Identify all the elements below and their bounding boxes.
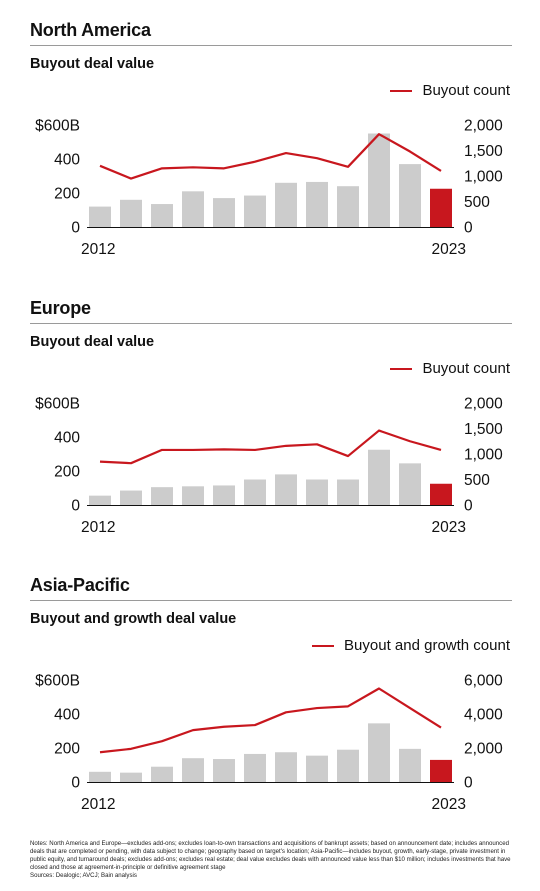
bar-2016: [213, 198, 235, 227]
right-axis-tick-label: 0: [464, 220, 473, 237]
bar-2020: [337, 749, 359, 782]
left-axis-tick-label: 0: [71, 220, 80, 237]
region-title: Europe: [30, 298, 91, 318]
left-axis-tick-label: $600B: [35, 118, 80, 135]
x-tick-label-first: 2012: [81, 796, 115, 813]
bar-2019: [306, 479, 328, 505]
legend-line-swatch: [390, 367, 413, 370]
right-axis-tick-label: 2,000: [464, 118, 503, 135]
right-axis-tick-label: 6,000: [464, 673, 503, 690]
bar-2022: [399, 463, 421, 505]
left-axis-tick-label: 0: [71, 775, 80, 792]
bar-2022: [399, 164, 421, 227]
region-title: North America: [30, 20, 151, 40]
x-tick-label-last: 2023: [432, 796, 466, 813]
bar-2019: [306, 755, 328, 782]
region-title: Asia-Pacific: [30, 575, 130, 595]
bar-2021: [368, 449, 390, 505]
bar-2019: [306, 181, 328, 227]
notes-text: Notes: North America and Europe—excludes…: [30, 840, 511, 872]
left-axis-tick-label: 200: [54, 186, 80, 203]
bar-2014: [151, 204, 173, 227]
bar-2023: [430, 188, 452, 227]
right-axis-tick-label: 1,500: [464, 143, 503, 160]
left-axis-tick-label: 400: [54, 430, 80, 447]
left-axis-tick-label: $600B: [35, 396, 80, 413]
right-axis-tick-label: 0: [464, 775, 473, 792]
chart-legend: Buyout and growth count: [312, 637, 510, 654]
bar-2013: [120, 199, 142, 227]
bar-2014: [151, 766, 173, 782]
left-axis-tick-label: $600B: [35, 673, 80, 690]
right-axis-tick-label: 2,000: [464, 741, 503, 758]
left-axis-tick-label: 200: [54, 741, 80, 758]
bar-2012: [89, 495, 111, 505]
bar-2018: [275, 752, 297, 782]
left-axis-tick-label: 400: [54, 152, 80, 169]
right-axis-tick-label: 4,000: [464, 707, 503, 724]
legend-label: Buyout and growth count: [344, 637, 510, 654]
legend-label: Buyout count: [422, 82, 510, 99]
bar-2017: [244, 195, 266, 227]
bar-2020: [337, 479, 359, 505]
bar-2023: [430, 759, 452, 782]
sources-text: Sources: Dealogic; AVCJ; Bain analysis: [30, 872, 137, 880]
divider: [30, 600, 512, 601]
x-tick-label-last: 2023: [432, 519, 466, 536]
right-axis-tick-label: 1,000: [464, 447, 503, 464]
left-axis-tick-label: 400: [54, 707, 80, 724]
bar-2022: [399, 748, 421, 782]
right-axis-tick-label: 500: [464, 472, 490, 489]
bar-2023: [430, 483, 452, 505]
bar-2012: [89, 771, 111, 782]
legend-line-swatch: [390, 89, 413, 92]
bar-2021: [368, 723, 390, 782]
chart-legend: Buyout count: [390, 82, 510, 99]
bar-2014: [151, 487, 173, 505]
right-axis-tick-label: 1,500: [464, 421, 503, 438]
bar-2015: [182, 758, 204, 782]
bar-2021: [368, 133, 390, 227]
bar-2013: [120, 490, 142, 505]
x-tick-label-first: 2012: [81, 241, 115, 258]
bar-2015: [182, 486, 204, 505]
bar-2020: [337, 186, 359, 227]
legend-label: Buyout count: [422, 360, 510, 377]
bar-2018: [275, 474, 297, 505]
right-axis-tick-label: 0: [464, 498, 473, 515]
right-axis-tick-label: 2,000: [464, 396, 503, 413]
bar-2017: [244, 479, 266, 505]
bar-2015: [182, 191, 204, 227]
bar-2012: [89, 206, 111, 227]
line-series-count: [99, 429, 442, 465]
bar-2016: [213, 485, 235, 505]
divider: [30, 45, 512, 46]
bar-2018: [275, 182, 297, 227]
line-series-count: [99, 687, 442, 754]
x-tick-label-first: 2012: [81, 519, 115, 536]
line-series-count: [99, 133, 442, 180]
divider: [30, 323, 512, 324]
chart-subtitle: Buyout and growth deal value: [30, 611, 237, 627]
x-tick-label-last: 2023: [432, 241, 466, 258]
chart-legend: Buyout count: [390, 360, 510, 377]
bar-2017: [244, 753, 266, 782]
left-axis-tick-label: 0: [71, 498, 80, 515]
left-axis-tick-label: 200: [54, 464, 80, 481]
footnotes: Notes: North America and Europe—excludes…: [30, 840, 516, 880]
chart-subtitle: Buyout deal value: [30, 334, 155, 350]
right-axis-tick-label: 1,000: [464, 169, 503, 186]
bar-2013: [120, 772, 142, 782]
legend-line-swatch: [312, 644, 335, 647]
chart-subtitle: Buyout deal value: [30, 56, 155, 72]
right-axis-tick-label: 500: [464, 194, 490, 211]
bar-2016: [213, 759, 235, 782]
